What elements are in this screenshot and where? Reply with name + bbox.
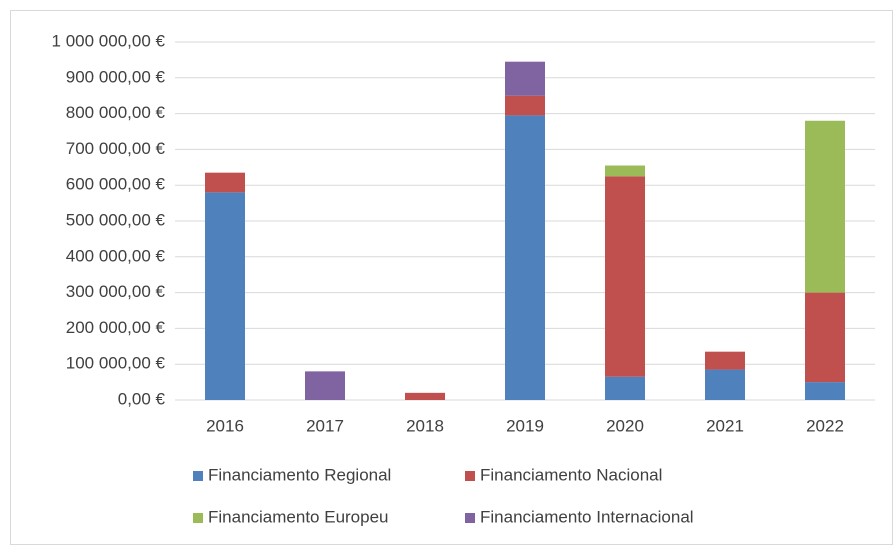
bar-segment — [205, 172, 245, 193]
bar-segment — [805, 120, 845, 293]
y-tick-label: 500 000,00 € — [66, 210, 166, 229]
x-tick-label: 2021 — [706, 416, 744, 435]
bar-segment — [505, 115, 545, 400]
bar-segment — [605, 165, 645, 177]
bar-segment — [605, 376, 645, 400]
legend-label: Financiamento Regional — [208, 465, 391, 484]
bar-segment — [505, 95, 545, 116]
y-tick-label: 800 000,00 € — [66, 103, 166, 122]
bar-segment — [605, 176, 645, 377]
bar-segment — [305, 371, 345, 400]
legend-swatch — [465, 513, 475, 523]
y-tick-label: 400 000,00 € — [66, 246, 166, 265]
x-tick-label: 2022 — [806, 416, 844, 435]
x-tick-label: 2018 — [406, 416, 444, 435]
y-tick-label: 300 000,00 € — [66, 282, 166, 301]
y-tick-label: 600 000,00 € — [66, 175, 166, 194]
bar-segment — [405, 392, 445, 400]
bar-segment — [705, 351, 745, 370]
chart-border — [10, 10, 893, 545]
bar-segment — [205, 192, 245, 400]
legend-label: Financiamento Nacional — [480, 465, 662, 484]
x-tick-label: 2016 — [206, 416, 244, 435]
y-tick-label: 1 000 000,00 € — [52, 31, 166, 50]
y-tick-label: 0,00 € — [118, 389, 166, 408]
bar-segment — [505, 61, 545, 96]
y-tick-label: 100 000,00 € — [66, 354, 166, 373]
legend-swatch — [465, 471, 475, 481]
y-tick-label: 900 000,00 € — [66, 67, 166, 86]
x-tick-label: 2017 — [306, 416, 344, 435]
bar-segment — [805, 292, 845, 383]
legend-swatch — [193, 513, 203, 523]
legend-label: Financiamento Europeu — [208, 507, 389, 526]
legend-label: Financiamento Internacional — [480, 507, 694, 526]
bar-segment — [705, 369, 745, 400]
y-tick-label: 200 000,00 € — [66, 318, 166, 337]
legend-swatch — [193, 471, 203, 481]
x-tick-label: 2020 — [606, 416, 644, 435]
bar-segment — [805, 382, 845, 400]
y-tick-label: 700 000,00 € — [66, 139, 166, 158]
x-tick-label: 2019 — [506, 416, 544, 435]
